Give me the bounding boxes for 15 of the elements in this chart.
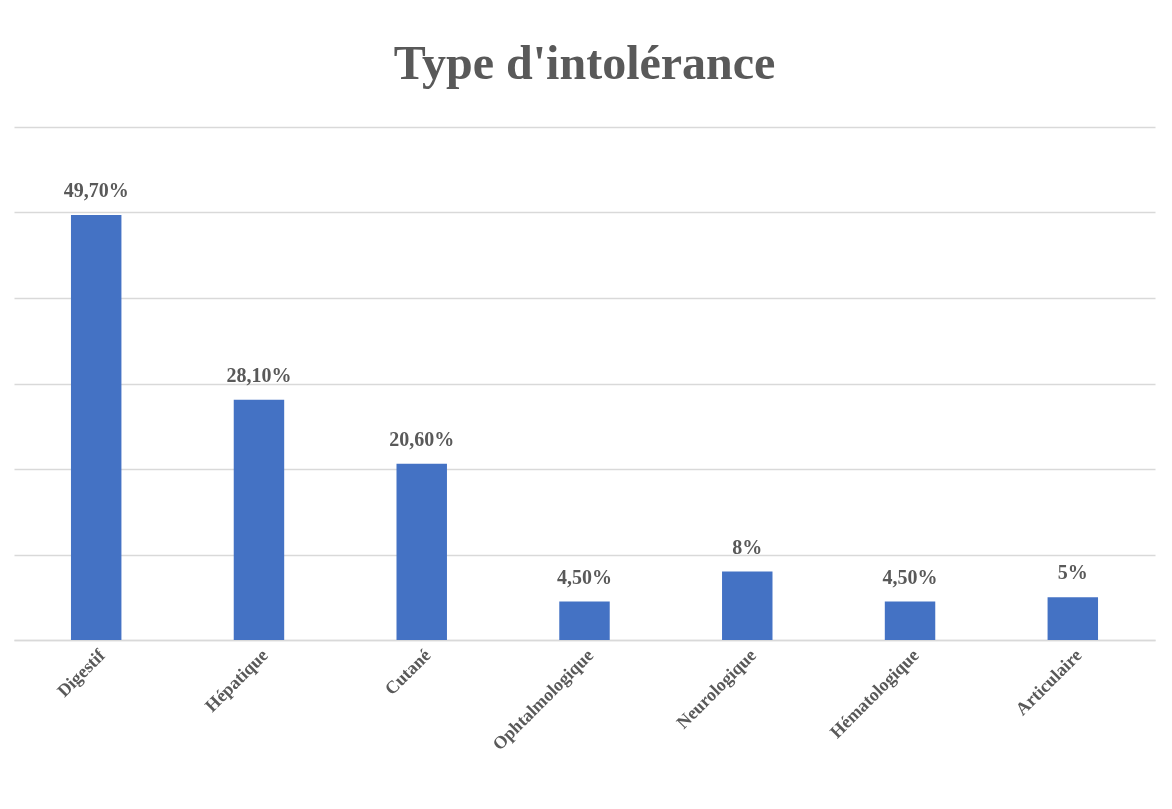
bar: [559, 601, 610, 640]
bar: [722, 571, 773, 640]
data-label: 4,50%: [882, 565, 938, 588]
data-label: 28,10%: [226, 363, 292, 386]
data-label: 8%: [732, 535, 763, 558]
chart-title: Type d'intolérance: [393, 36, 776, 89]
data-label: 5%: [1057, 561, 1088, 584]
bar: [233, 399, 285, 640]
data-label: 4,50%: [557, 565, 612, 588]
bar: [1047, 597, 1099, 640]
bar: [70, 215, 122, 640]
bar: [884, 601, 936, 640]
data-label: 49,70%: [63, 179, 129, 202]
data-label: 20,60%: [389, 427, 455, 450]
bar: [396, 463, 447, 640]
